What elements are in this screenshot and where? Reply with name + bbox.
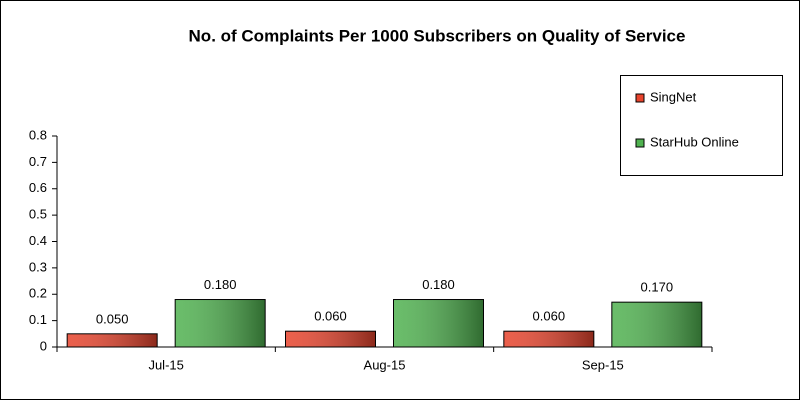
bar-shade xyxy=(174,299,266,348)
y-tick-label: 0.7 xyxy=(29,154,47,169)
data-label: 0.180 xyxy=(204,277,237,292)
bar-shade xyxy=(66,333,158,348)
x-tick-label: Aug-15 xyxy=(364,357,406,372)
bar-shade xyxy=(611,301,703,348)
y-tick-label: 0 xyxy=(40,338,47,353)
y-tick-label: 0.6 xyxy=(29,180,47,195)
x-tick-label: Sep-15 xyxy=(582,357,624,372)
y-tick-label: 0.4 xyxy=(29,233,47,248)
legend-label: StarHub Online xyxy=(650,134,739,149)
y-tick-label: 0.1 xyxy=(29,312,47,327)
legend-label: SingNet xyxy=(650,89,697,104)
legend-swatch xyxy=(635,138,645,148)
data-label: 0.050 xyxy=(96,311,129,326)
data-label: 0.060 xyxy=(533,309,566,324)
data-label: 0.170 xyxy=(641,280,674,295)
chart-title: No. of Complaints Per 1000 Subscribers o… xyxy=(189,26,686,45)
y-tick-label: 0.3 xyxy=(29,259,47,274)
y-tick-label: 0.5 xyxy=(29,207,47,222)
x-tick-label: Jul-15 xyxy=(148,357,183,372)
bar-shade xyxy=(503,330,595,348)
data-label: 0.060 xyxy=(314,309,347,324)
legend-swatch xyxy=(635,93,645,103)
y-tick-label: 0.2 xyxy=(29,286,47,301)
y-tick-label: 0.8 xyxy=(29,127,47,142)
bar-shade xyxy=(393,299,484,348)
data-label: 0.180 xyxy=(422,277,455,292)
bar-shade xyxy=(285,330,376,348)
legend-box xyxy=(620,75,783,176)
